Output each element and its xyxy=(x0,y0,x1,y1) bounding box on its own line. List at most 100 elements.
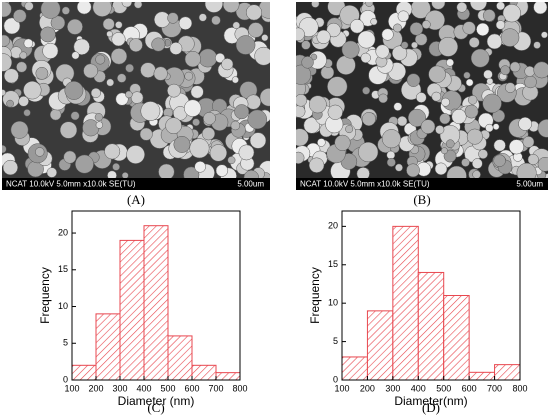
panel-label: (D) xyxy=(422,400,440,415)
particle xyxy=(50,15,66,31)
particle xyxy=(70,111,80,121)
bar xyxy=(215,372,241,381)
particle xyxy=(522,136,535,148)
particle xyxy=(245,94,261,110)
particle xyxy=(409,22,424,36)
x-tick-label: 600 xyxy=(184,383,199,393)
particle xyxy=(356,167,370,178)
bar xyxy=(71,364,97,381)
particle xyxy=(189,138,210,159)
particle xyxy=(247,109,268,130)
particle xyxy=(451,109,467,125)
particle xyxy=(13,9,27,23)
y-tick-label: 15 xyxy=(58,264,68,274)
bar xyxy=(167,335,193,381)
bar xyxy=(494,364,521,381)
y-tick-label: 10 xyxy=(58,301,68,311)
x-tick-label: 200 xyxy=(88,383,103,393)
y-tick-label: 0 xyxy=(63,374,68,384)
bar xyxy=(95,313,121,381)
particle xyxy=(317,138,326,147)
particle xyxy=(496,2,505,11)
particle xyxy=(129,38,143,52)
particle xyxy=(95,121,103,129)
particle xyxy=(165,117,182,134)
particle xyxy=(443,149,457,163)
particle xyxy=(431,91,442,102)
particle xyxy=(42,42,59,59)
particle xyxy=(167,12,179,24)
particle xyxy=(82,119,100,137)
particle xyxy=(493,154,506,167)
particle xyxy=(533,2,548,15)
bar xyxy=(366,310,394,381)
plot-frame xyxy=(71,210,241,381)
particle xyxy=(107,170,117,178)
particle xyxy=(61,6,70,15)
particle xyxy=(440,147,448,155)
particle xyxy=(59,121,78,139)
x-tick-label: 300 xyxy=(385,383,400,393)
particle xyxy=(23,38,34,49)
y-axis-label: Frequency xyxy=(38,267,52,324)
particle xyxy=(94,113,103,122)
particle xyxy=(365,2,374,7)
y-tick-label: 5 xyxy=(333,336,338,346)
particle xyxy=(75,154,94,174)
particle xyxy=(327,104,343,120)
particle xyxy=(238,144,255,161)
particle xyxy=(345,125,354,134)
y-tick-label: 15 xyxy=(328,259,338,269)
particle xyxy=(215,52,226,63)
particle xyxy=(400,41,409,49)
particle xyxy=(358,141,379,163)
particle xyxy=(209,144,228,162)
particle xyxy=(495,20,506,30)
particles xyxy=(2,2,270,178)
particle xyxy=(349,19,365,34)
particle xyxy=(456,2,468,13)
y-tick-label: 20 xyxy=(58,227,68,237)
particle xyxy=(2,159,19,176)
particle xyxy=(198,48,218,68)
particle xyxy=(23,81,42,100)
particle xyxy=(469,2,487,11)
particle xyxy=(133,2,143,9)
particle xyxy=(301,56,314,69)
particle xyxy=(375,44,390,59)
particle xyxy=(435,125,445,135)
particle xyxy=(158,163,175,178)
particle xyxy=(121,2,133,8)
particle xyxy=(204,2,224,13)
particle xyxy=(3,17,21,35)
particle xyxy=(386,157,396,167)
particle xyxy=(482,93,502,113)
particle xyxy=(391,45,408,61)
particle xyxy=(249,132,267,149)
particle xyxy=(115,21,123,29)
x-tick-label: 800 xyxy=(232,383,247,393)
particle xyxy=(308,157,325,173)
particle xyxy=(541,31,548,39)
particle xyxy=(64,81,84,100)
particle xyxy=(482,9,496,22)
particle xyxy=(411,41,418,49)
x-tick-label: 100 xyxy=(64,383,79,393)
particle xyxy=(441,97,450,107)
particle xyxy=(516,162,537,178)
particle xyxy=(465,78,474,87)
particle xyxy=(201,127,216,141)
particle xyxy=(502,4,521,23)
particle xyxy=(486,33,503,50)
particle xyxy=(308,95,327,114)
particle xyxy=(234,104,250,120)
particle xyxy=(518,117,532,131)
particle xyxy=(169,42,183,55)
particle xyxy=(130,91,144,104)
particle xyxy=(3,68,19,84)
particle xyxy=(303,117,320,134)
particle xyxy=(320,65,335,80)
particle xyxy=(258,2,270,19)
particle xyxy=(461,158,470,167)
